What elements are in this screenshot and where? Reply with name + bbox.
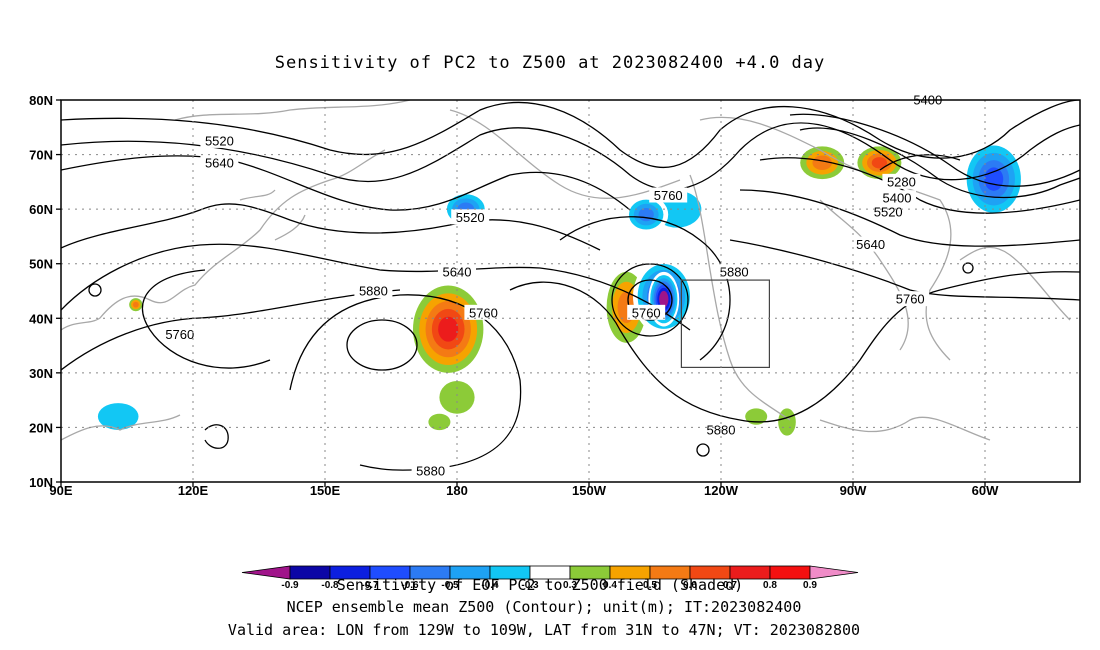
contour-label: 5880 [720, 264, 749, 279]
figure-title: Sensitivity of PC2 to Z500 at 2023082400… [275, 53, 826, 73]
contour-label-bg [160, 326, 199, 342]
colorbar-tick-label: 0.7 [723, 580, 737, 591]
lat-tick-label: 30N [29, 366, 53, 381]
lat-tick-label: 80N [29, 93, 53, 108]
colorbar-tick-label: 0.3 [563, 580, 577, 591]
shading-blob [97, 403, 139, 430]
lat-tick-label: 60N [29, 202, 53, 217]
shading-blob [132, 301, 139, 308]
shading-blob [812, 155, 832, 171]
colorbar-low-arrow [241, 565, 291, 580]
shading-blob [745, 408, 768, 425]
colorbar-tick-label: -0.9 [281, 580, 299, 591]
contour-label: 5760 [165, 327, 194, 342]
colorbar-tick-label: 0.6 [683, 580, 697, 591]
contour-label: 5280 [887, 174, 916, 189]
contour-label-bg [438, 263, 476, 279]
contour-label: 5880 [359, 284, 388, 299]
colorbar-tick-label: -0.7 [361, 580, 379, 591]
lon-tick-label: 120W [704, 483, 739, 498]
contour-label: 5880 [416, 464, 445, 479]
contour-label-bg [851, 236, 890, 252]
contour-label: 5640 [205, 155, 234, 170]
contour-label: 5640 [856, 237, 885, 252]
colorbar-tick-label: -0.8 [321, 580, 339, 591]
contour-label-bg [869, 203, 908, 219]
contour-label: 5760 [896, 292, 925, 307]
shading-blob [984, 167, 1004, 191]
contour-label: 5520 [874, 204, 903, 219]
contour-label-bg [200, 132, 239, 148]
contour-labels: 5520 5640 5520 5640 5880 5760 5760 5880 5760 5760… [160, 92, 947, 479]
shading-blob [428, 413, 451, 431]
shading-blob [438, 316, 459, 342]
contour-label: 5760 [469, 305, 498, 320]
shading-blob [638, 207, 654, 222]
colorbar-tick-label: 0.9 [803, 580, 817, 591]
contour-label: 5760 [654, 188, 683, 203]
contour-label-bg [411, 463, 450, 479]
contour-label-bg [200, 154, 239, 170]
contour-label-bg [649, 187, 688, 203]
contour-label: 5520 [205, 133, 234, 148]
shading-blob [439, 381, 475, 414]
colorbar-tick-label: -0.5 [441, 580, 459, 591]
colorbar-segment [769, 565, 811, 580]
footer-line-3: Valid area: LON from 129W to 109W, LAT f… [228, 621, 860, 639]
valid-area-box [680, 279, 771, 369]
contour-label-bg [878, 190, 916, 206]
lon-tick-label: 90W [840, 483, 867, 498]
shading-blob [778, 408, 796, 436]
contour-label: 5400 [883, 191, 912, 206]
contour-label-bg [451, 209, 490, 225]
contour-label: 5640 [443, 264, 472, 279]
map-frame [60, 99, 1081, 483]
coastlines [61, 100, 1071, 441]
footer-line-2: NCEP ensemble mean Z500 (Contour); unit(… [287, 598, 802, 616]
lat-tick-label: 40N [29, 311, 53, 326]
lat-tick-label: 20N [29, 420, 53, 435]
lon-tick-label: 150E [310, 483, 341, 498]
lon-tick-label: 90E [49, 483, 72, 498]
lat-tick-label: 50N [29, 257, 53, 272]
colorbar-tick-label: -0.3 [521, 580, 539, 591]
footer-line-1: Sensitivity of EOF PC2 to Z500 field (Sh… [337, 576, 743, 594]
shading-blob [871, 157, 888, 169]
colorbar-tick-label: -0.4 [481, 580, 499, 591]
contour-label-bg [464, 304, 503, 320]
contour-label-bg [882, 173, 921, 189]
contour-label: 5520 [456, 210, 485, 225]
colorbar-tick-label: 0.4 [603, 580, 617, 591]
colorbar-high-arrow [809, 565, 859, 580]
colorbar-tick-label: 0.5 [643, 580, 657, 591]
lon-tick-label: 150W [572, 483, 607, 498]
lat-tick-label: 10N [29, 475, 53, 490]
lon-tick-label: 60W [972, 483, 999, 498]
colorbar-tick-label: -0.6 [401, 580, 419, 591]
lat-tick-label: 70N [29, 148, 53, 163]
shading-blob [923, 408, 941, 425]
contour-label-bg [715, 263, 754, 279]
colorbar-segment [289, 565, 331, 580]
colorbar-tick-label: 0.8 [763, 580, 777, 591]
lon-tick-label: 120E [178, 483, 209, 498]
shading-blob [1029, 416, 1056, 461]
contour-label: 5760 [632, 305, 661, 320]
z500-contours [61, 100, 1080, 471]
contour-label-bg [891, 291, 930, 307]
contour-label-bg [627, 304, 666, 320]
contour-label-bg [354, 283, 393, 298]
lon-tick-label: 180 [446, 483, 468, 498]
shading-blob [61, 419, 81, 458]
colorbar: -0.9 -0.8 -0.7 -0.6 -0.5 -0.4 -0.3 0.3 0.4 0.5 0.6… [241, 565, 859, 591]
shading-blob [660, 294, 667, 305]
